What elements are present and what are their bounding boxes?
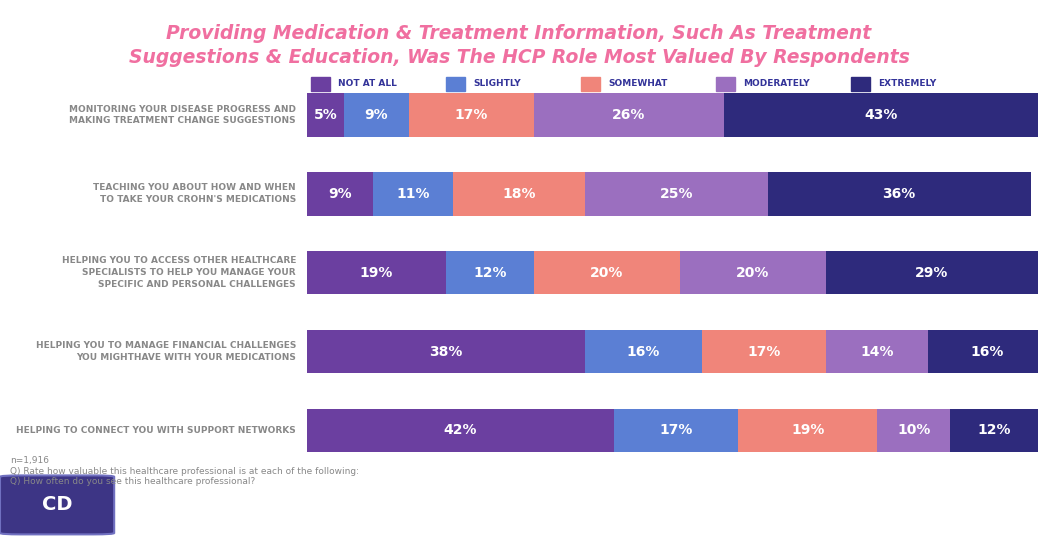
Text: HELPING YOU TO MANAGE FINANCIAL CHALLENGES
YOU MIGHTHAVE WITH YOUR MEDICATIONS: HELPING YOU TO MANAGE FINANCIAL CHALLENG… [35,341,296,362]
Text: 26%: 26% [612,108,646,122]
Text: SOMEWHAT: SOMEWHAT [608,79,667,88]
Text: 29%: 29% [916,266,949,280]
Bar [928,330,1038,373]
Bar [446,251,534,294]
Text: n=1,916
Q) Rate how valuable this healthcare professional is at each of the foll: n=1,916 Q) Rate how valuable this health… [10,456,359,486]
Text: MODERATELY: MODERATELY [743,79,810,88]
Text: 18%: 18% [502,187,536,201]
Text: NOT AT ALL: NOT AT ALL [338,79,398,88]
Text: 20%: 20% [736,266,769,280]
Bar [723,93,1038,137]
Bar [373,172,454,215]
Text: CROHNSDISEASE.COM: CROHNSDISEASE.COM [698,496,922,514]
Text: SLIGHTLY: SLIGHTLY [473,79,521,88]
Text: 12%: 12% [473,266,507,280]
Text: CD: CD [42,495,73,515]
Text: CROHN'S DISEASE IN AMERICA 2016: CROHN'S DISEASE IN AMERICA 2016 [212,496,577,514]
Text: 25%: 25% [659,187,693,201]
Bar [738,409,877,452]
Text: 19%: 19% [360,266,393,280]
Text: 42%: 42% [444,423,477,437]
Text: 14%: 14% [861,345,894,359]
Text: HELPING TO CONNECT YOU WITH SUPPORT NETWORKS: HELPING TO CONNECT YOU WITH SUPPORT NETW… [17,426,296,435]
Text: 38%: 38% [430,345,463,359]
Bar [767,172,1031,215]
Bar [950,409,1038,452]
FancyBboxPatch shape [0,475,114,535]
Text: 9%: 9% [328,187,352,201]
Bar [409,93,534,137]
Bar [307,330,584,373]
Bar [307,251,446,294]
Bar [614,409,738,452]
Text: 36%: 36% [882,187,916,201]
Text: TEACHING YOU ABOUT HOW AND WHEN
TO TAKE YOUR CROHN'S MEDICATIONS: TEACHING YOU ABOUT HOW AND WHEN TO TAKE … [93,184,296,204]
Bar [680,251,826,294]
Text: MONITORING YOUR DISEASE PROGRESS AND
MAKING TREATMENT CHANGE SUGGESTIONS: MONITORING YOUR DISEASE PROGRESS AND MAK… [70,105,296,125]
Bar [454,172,584,215]
Text: 5%: 5% [313,108,337,122]
Bar [826,330,928,373]
Bar [344,93,409,137]
Text: Providing Medication & Treatment Information, Such As Treatment: Providing Medication & Treatment Informa… [166,24,872,43]
Bar [877,409,950,452]
Text: 12%: 12% [978,423,1011,437]
Bar [307,409,614,452]
Text: Suggestions & Education, Was The HCP Role Most Valued By Respondents: Suggestions & Education, Was The HCP Rol… [129,48,909,66]
Bar [584,172,767,215]
Bar [702,330,826,373]
Bar [584,330,702,373]
Bar [307,93,344,137]
Text: 11%: 11% [397,187,430,201]
Text: 17%: 17% [747,345,781,359]
Text: 17%: 17% [659,423,692,437]
Text: 20%: 20% [590,266,624,280]
Text: 9%: 9% [364,108,388,122]
Text: EXTREMELY: EXTREMELY [878,79,936,88]
Text: 16%: 16% [627,345,660,359]
Text: 16%: 16% [971,345,1004,359]
Text: 17%: 17% [455,108,488,122]
Bar [826,251,1038,294]
Bar [307,172,373,215]
Bar [534,251,680,294]
Text: 10%: 10% [897,423,930,437]
Text: HELPING YOU TO ACCESS OTHER HEALTHCARE
SPECIALISTS TO HELP YOU MANAGE YOUR
SPECI: HELPING YOU TO ACCESS OTHER HEALTHCARE S… [61,256,296,289]
Bar [534,93,723,137]
Text: 19%: 19% [791,423,824,437]
Text: 43%: 43% [865,108,898,122]
